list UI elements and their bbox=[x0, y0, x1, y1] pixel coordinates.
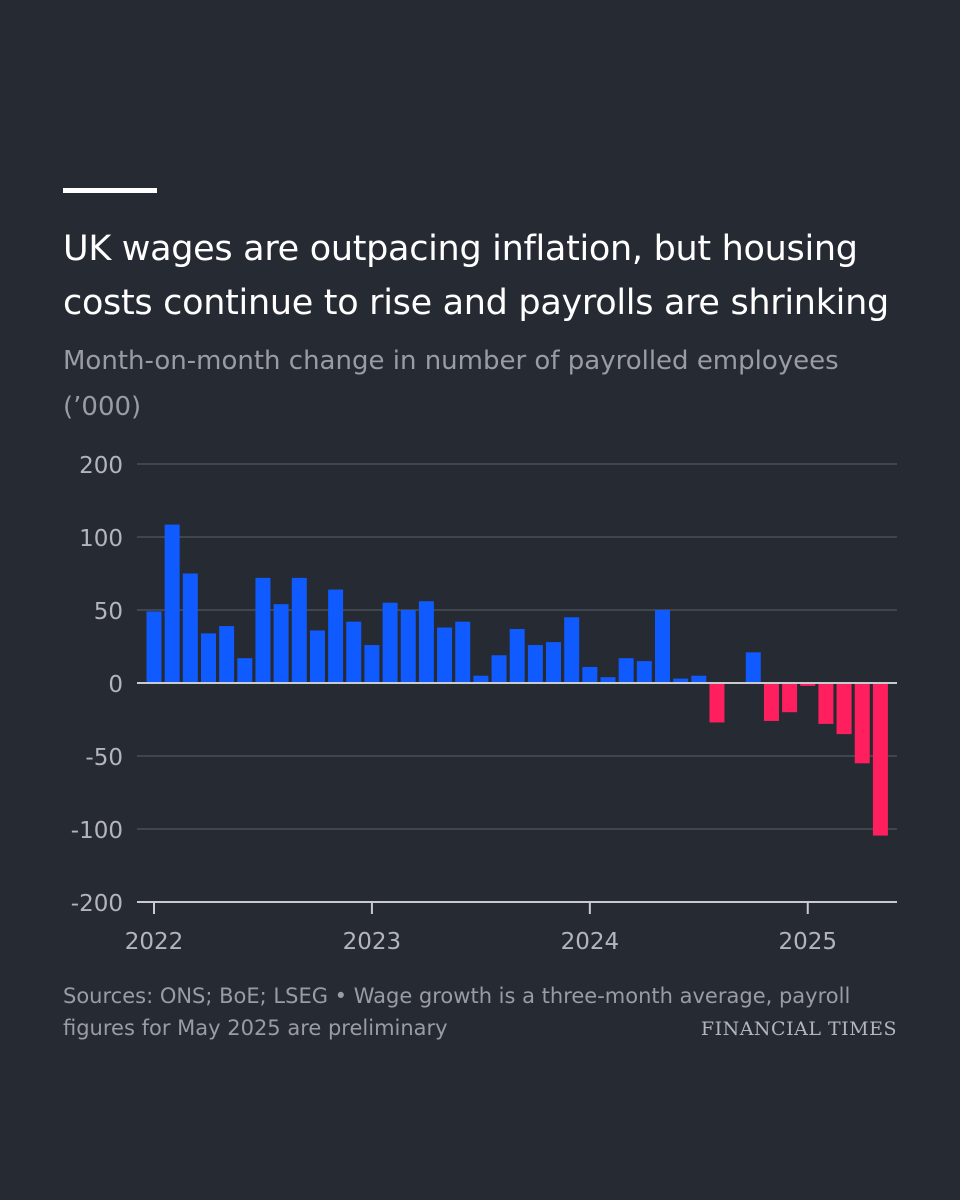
bar-oct-2022 bbox=[309, 630, 325, 683]
bar-aug-2023 bbox=[491, 655, 507, 683]
bar-feb-2024 bbox=[600, 677, 616, 683]
y-tick-label: -200 bbox=[71, 891, 123, 917]
financial-times-logo: FINANCIAL TIMES bbox=[700, 1018, 897, 1040]
y-tick-label: -100 bbox=[71, 818, 123, 844]
bar-chart: 200 100 50 0 -50 -100 -200 2022 2023 2024 2025 bbox=[71, 453, 897, 955]
bar-jan-2024 bbox=[582, 666, 598, 683]
bar-jan-2022 bbox=[146, 611, 162, 683]
bar-jan-2025 bbox=[800, 683, 816, 686]
bar-nov-2023 bbox=[546, 642, 562, 683]
bar-apr-2023 bbox=[418, 601, 434, 683]
bar-aug-2022 bbox=[273, 604, 289, 683]
bar-jul-2023 bbox=[473, 675, 489, 683]
title-accent-bar bbox=[63, 188, 157, 193]
x-axis bbox=[137, 682, 897, 903]
bar-apr-2022 bbox=[200, 633, 216, 683]
bar-dec-2022 bbox=[346, 621, 362, 683]
bar-jun-2022 bbox=[237, 658, 253, 683]
chart-subtitle: Month-on-month change in number of payro… bbox=[63, 346, 839, 422]
bar-jul-2022 bbox=[255, 577, 271, 683]
bar-jul-2024 bbox=[691, 675, 707, 683]
y-tick-label: 100 bbox=[79, 526, 123, 552]
x-tick-label: 2024 bbox=[561, 929, 620, 955]
bar-sep-2022 bbox=[291, 577, 307, 683]
x-tick-label: 2023 bbox=[343, 929, 402, 955]
chart-title: UK wages are outpacing inflation, but ho… bbox=[63, 229, 889, 323]
x-tick-label: 2022 bbox=[125, 929, 184, 955]
bar-may-2023 bbox=[437, 627, 453, 683]
y-tick-label: 200 bbox=[79, 453, 123, 479]
bar-may-2024 bbox=[654, 610, 670, 683]
bars bbox=[146, 524, 888, 836]
bar-jun-2023 bbox=[455, 621, 471, 683]
bar-dec-2024 bbox=[782, 683, 798, 713]
bar-may-2025 bbox=[872, 683, 888, 836]
y-axis-ticks: 200 100 50 0 -50 -100 -200 bbox=[71, 453, 123, 917]
bar-feb-2025 bbox=[818, 683, 834, 724]
bar-jun-2024 bbox=[673, 678, 689, 683]
bar-mar-2023 bbox=[400, 610, 416, 683]
source-footnote: Sources: ONS; BoE; LSEG • Wage growth is… bbox=[63, 984, 851, 1040]
bar-feb-2022 bbox=[164, 524, 180, 683]
x-axis-ticks: 2022 2023 2024 2025 bbox=[125, 902, 837, 955]
bar-dec-2023 bbox=[564, 617, 580, 683]
bar-mar-2022 bbox=[182, 573, 198, 683]
bar-aug-2024 bbox=[709, 683, 725, 723]
bar-oct-2024 bbox=[745, 652, 761, 683]
bar-oct-2023 bbox=[527, 645, 543, 683]
bar-mar-2025 bbox=[836, 683, 852, 735]
bar-sep-2023 bbox=[509, 628, 525, 683]
bar-nov-2022 bbox=[328, 589, 344, 683]
y-tick-label: 50 bbox=[94, 599, 123, 625]
y-tick-label: -50 bbox=[85, 745, 123, 771]
x-tick-label: 2025 bbox=[778, 929, 837, 955]
bar-jan-2023 bbox=[364, 645, 380, 683]
bar-may-2022 bbox=[219, 626, 235, 683]
bar-mar-2024 bbox=[618, 658, 634, 683]
bar-nov-2024 bbox=[763, 683, 779, 721]
bar-feb-2023 bbox=[382, 602, 398, 683]
bar-apr-2024 bbox=[636, 661, 652, 683]
bar-apr-2025 bbox=[854, 683, 870, 764]
y-tick-label: 0 bbox=[108, 672, 123, 698]
